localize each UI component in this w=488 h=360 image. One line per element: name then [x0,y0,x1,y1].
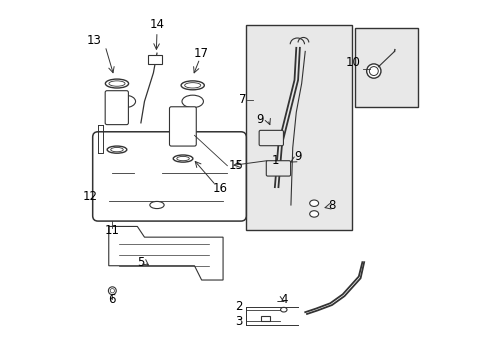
Ellipse shape [107,146,126,153]
Ellipse shape [181,81,204,90]
Ellipse shape [173,155,192,162]
Text: 12: 12 [83,190,98,203]
Ellipse shape [110,148,123,152]
Text: 5: 5 [137,256,144,269]
Bar [354,28,417,107]
Ellipse shape [177,157,189,161]
Bar [260,316,269,321]
Text: 9: 9 [293,150,301,163]
Ellipse shape [105,79,128,88]
Ellipse shape [108,287,116,295]
Ellipse shape [309,211,318,217]
Polygon shape [108,226,223,280]
Ellipse shape [114,95,135,108]
FancyBboxPatch shape [105,91,128,125]
Text: 4: 4 [280,293,287,306]
Ellipse shape [184,83,201,88]
Text: 17: 17 [194,47,209,60]
Ellipse shape [149,202,164,208]
Text: 10: 10 [345,55,360,69]
Text: 3: 3 [235,315,242,328]
Text: 9: 9 [256,113,264,126]
Ellipse shape [366,64,380,78]
Ellipse shape [110,289,114,293]
Text: 8: 8 [328,198,335,212]
FancyBboxPatch shape [259,130,283,146]
Ellipse shape [280,307,286,312]
Ellipse shape [182,95,203,108]
Text: 15: 15 [228,159,243,172]
Ellipse shape [368,67,378,76]
Text: 11: 11 [104,224,120,237]
Bar [148,55,162,64]
FancyBboxPatch shape [266,161,290,176]
Text: 7: 7 [238,93,246,106]
Bar [246,24,351,230]
Ellipse shape [109,81,125,86]
FancyBboxPatch shape [93,132,246,221]
Text: 1: 1 [271,154,278,167]
Text: 6: 6 [108,293,116,306]
Text: 2: 2 [235,300,242,313]
Ellipse shape [309,200,318,206]
Text: 16: 16 [212,183,227,195]
FancyBboxPatch shape [169,107,196,146]
Text: 14: 14 [149,18,164,31]
Text: 13: 13 [86,34,102,47]
